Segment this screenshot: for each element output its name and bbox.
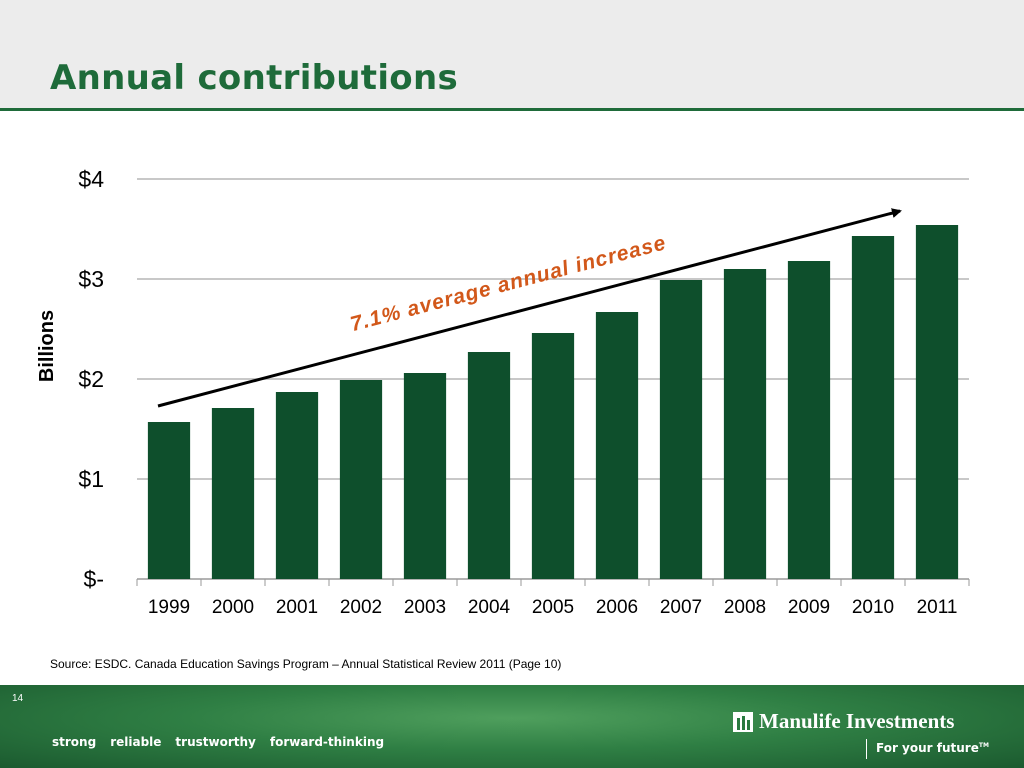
bar	[467, 352, 511, 579]
bar	[851, 236, 895, 579]
y-tick-label: $2	[78, 366, 104, 392]
tagline-word: reliable	[110, 735, 162, 749]
brand-slogan: For your futureTM	[876, 741, 989, 755]
x-tick-label: 2001	[276, 597, 318, 618]
tagline-word: forward-thinking	[269, 735, 385, 749]
x-tick-label: 2003	[404, 597, 446, 618]
y-axis-label: Billions	[36, 310, 58, 382]
x-tick-label: 2005	[532, 597, 574, 618]
brand-name: Manulife Investments	[759, 709, 955, 733]
bar	[659, 280, 703, 579]
tagline-word: trustworthy	[175, 735, 256, 749]
slide-title: Annual contributions	[50, 58, 459, 98]
y-tick-label: $3	[78, 266, 104, 292]
tagline: strong reliable trustworthy forward-thin…	[52, 735, 384, 749]
trend-arrow	[157, 208, 902, 408]
bar-chart: $- $1 $2 $3 $4 1999 2000 2001 2002 2003 2004 2005 20…	[36, 166, 970, 618]
x-tick-label: 2002	[340, 597, 382, 618]
slide-header	[0, 0, 1024, 110]
x-tick-label: 2010	[852, 597, 894, 618]
x-tick-label: 2006	[596, 597, 638, 618]
bar	[787, 261, 831, 579]
bar	[403, 373, 447, 579]
source-note: Source: ESDC. Canada Education Savings P…	[50, 657, 562, 671]
bar	[723, 269, 767, 579]
header-rule	[0, 108, 1024, 111]
bar	[339, 380, 383, 579]
bar	[275, 392, 319, 579]
bar	[211, 408, 255, 579]
x-tick-label: 2000	[212, 597, 254, 618]
x-tick-label: 2009	[788, 597, 830, 618]
slide-footer: 14 strong reliable trustworthy forward-t…	[0, 685, 1024, 768]
page-number: 14	[12, 693, 24, 704]
x-tick-label: 2004	[468, 597, 511, 618]
bar	[595, 312, 639, 579]
tagline-word: strong	[52, 735, 97, 749]
trademark-mark: TM	[978, 742, 989, 749]
bar	[531, 333, 575, 579]
brand-divider	[866, 739, 867, 759]
x-tick-label: 2011	[917, 597, 958, 618]
brand-logo: Manulife Investments	[733, 709, 954, 734]
x-tick-label: 2008	[724, 597, 766, 618]
manulife-logo-icon	[733, 711, 753, 732]
y-tick-label: $4	[78, 166, 104, 192]
x-tick-label: 1999	[148, 597, 190, 618]
x-tick-label: 2007	[660, 597, 702, 618]
bar	[915, 225, 959, 579]
y-tick-label: $-	[84, 566, 104, 592]
bar	[147, 422, 191, 579]
y-tick-label: $1	[78, 466, 104, 492]
